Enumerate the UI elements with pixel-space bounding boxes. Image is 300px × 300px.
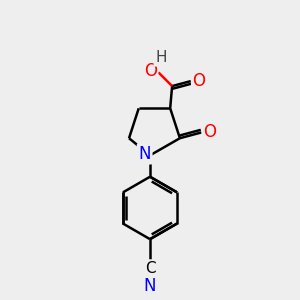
Text: N: N (138, 145, 151, 163)
Text: O: O (203, 123, 216, 141)
Text: N: N (144, 278, 156, 296)
Text: H: H (155, 50, 166, 65)
Text: O: O (193, 72, 206, 90)
Text: C: C (145, 261, 155, 276)
Text: O: O (144, 62, 157, 80)
